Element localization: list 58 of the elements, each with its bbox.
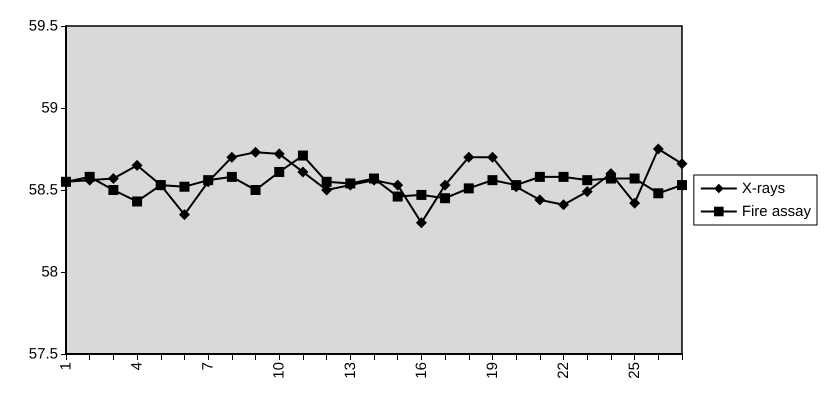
point xyxy=(558,172,569,182)
x-tick-label: 25 xyxy=(626,362,644,379)
point xyxy=(464,183,474,194)
x-tick-label: 16 xyxy=(412,362,430,379)
x-tick-label: 19 xyxy=(484,362,501,379)
point xyxy=(322,176,332,187)
y-tick-label: 58.5 xyxy=(28,182,58,198)
point xyxy=(132,160,143,171)
point xyxy=(629,198,640,209)
point xyxy=(652,144,664,154)
point xyxy=(392,180,404,191)
point xyxy=(630,174,640,184)
point xyxy=(226,152,238,163)
point xyxy=(298,150,308,161)
point xyxy=(274,148,285,160)
y-tick-label: 59.5 xyxy=(28,18,58,34)
point xyxy=(178,209,190,220)
point xyxy=(179,182,190,192)
point xyxy=(534,194,546,206)
x-tick-label: 4 xyxy=(128,362,146,370)
point xyxy=(676,158,688,170)
point xyxy=(486,152,498,163)
point xyxy=(156,180,166,190)
point xyxy=(534,172,545,182)
point xyxy=(582,186,593,198)
point xyxy=(84,172,95,182)
point xyxy=(345,178,356,188)
point xyxy=(250,185,261,195)
x-tick-label: 1 xyxy=(58,362,74,370)
x-tick-label: 22 xyxy=(555,362,572,379)
point xyxy=(440,193,450,204)
legend-label: Fire assay xyxy=(742,203,812,220)
point xyxy=(558,199,570,210)
x-tick-label: 13 xyxy=(342,362,359,379)
y-tick-label: 58 xyxy=(41,264,58,280)
point xyxy=(392,192,403,202)
point xyxy=(132,196,142,206)
point xyxy=(297,166,308,178)
point xyxy=(108,173,119,184)
point xyxy=(487,175,498,186)
point xyxy=(440,180,451,191)
point xyxy=(108,185,118,195)
point xyxy=(416,217,427,228)
y-tick-label: 59 xyxy=(41,100,58,116)
point xyxy=(582,175,592,186)
point xyxy=(606,174,616,184)
legend-label: X-rays xyxy=(742,180,786,197)
point xyxy=(416,190,426,200)
x-tick-label: 10 xyxy=(270,362,288,379)
point xyxy=(274,166,284,177)
point xyxy=(677,180,687,190)
point xyxy=(463,152,474,163)
point xyxy=(226,172,237,182)
point xyxy=(653,188,664,198)
y-tick-label: 57.5 xyxy=(28,346,58,362)
point xyxy=(250,146,262,158)
point xyxy=(61,176,71,187)
x-tick-label: 7 xyxy=(200,362,217,370)
